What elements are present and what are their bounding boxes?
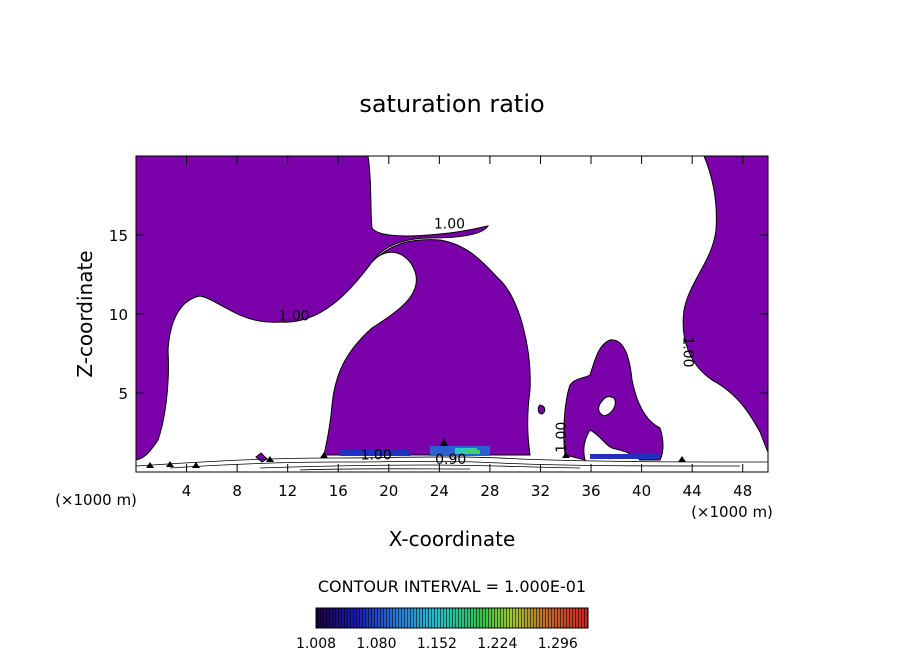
ground-markers <box>146 438 686 468</box>
chart-title: saturation ratio <box>359 90 544 118</box>
x-tick-label: 12 <box>278 482 297 500</box>
x-tick-label: 40 <box>632 482 651 500</box>
plot-area <box>136 156 768 471</box>
region-dot-1 <box>537 404 546 415</box>
colorbar-tick-label: 1.152 <box>417 636 457 652</box>
region-right <box>682 156 768 453</box>
contour-interval-label: CONTOUR INTERVAL = 1.000E-01 <box>318 577 586 596</box>
x-tick-label: 20 <box>379 482 398 500</box>
x-unit-right: (×1000 m) <box>691 503 773 521</box>
x-tick-label: 48 <box>733 482 752 500</box>
colorbar-tick-label: 1.008 <box>296 636 336 652</box>
contour-label: 1.00 <box>679 336 695 367</box>
region-left <box>136 156 490 461</box>
cell-green <box>466 450 480 454</box>
contour-label: 1.00 <box>434 217 465 233</box>
colorbar-stripes <box>316 608 588 628</box>
contour-label: 1.00 <box>278 308 309 324</box>
contour-label: 0.90 <box>435 452 466 468</box>
cell-blue-3 <box>590 454 660 459</box>
x-axis-label: X-coordinate <box>389 527 516 551</box>
y-tick-label: 5 <box>118 385 128 403</box>
x-tick-label: 24 <box>430 482 449 500</box>
y-tick-label: 15 <box>109 227 128 245</box>
x-tick-label: 28 <box>480 482 499 500</box>
x-tick-label: 44 <box>683 482 702 500</box>
colorbar-tick-label: 1.080 <box>356 636 396 652</box>
x-tick-label: 4 <box>182 482 192 500</box>
colorbar-tick-label: 1.224 <box>477 636 517 652</box>
region-blob <box>563 339 664 461</box>
y-axis-label: Z-coordinate <box>73 250 97 377</box>
x-tick-label: 36 <box>581 482 600 500</box>
y-tick-label: 10 <box>109 306 128 324</box>
region-dot-2 <box>255 452 268 463</box>
x-tick-label: 8 <box>232 482 242 500</box>
contour-label: 1.00 <box>554 422 570 453</box>
x-tick-label: 32 <box>531 482 550 500</box>
colorbar-ticks: 1.008 1.080 1.152 1.224 1.296 <box>296 636 578 652</box>
cell-blue-1 <box>340 450 410 456</box>
contour-labels: 1.00 1.00 1.00 1.00 1.00 0.90 <box>278 217 695 468</box>
colorbar: 1.008 1.080 1.152 1.224 1.296 <box>296 607 589 652</box>
contour-label: 1.00 <box>361 447 392 463</box>
region-center <box>323 239 531 456</box>
colorbar-tick-label: 1.296 <box>538 636 578 652</box>
x-tick-label: 16 <box>329 482 348 500</box>
x-unit-left: (×1000 m) <box>55 491 137 509</box>
